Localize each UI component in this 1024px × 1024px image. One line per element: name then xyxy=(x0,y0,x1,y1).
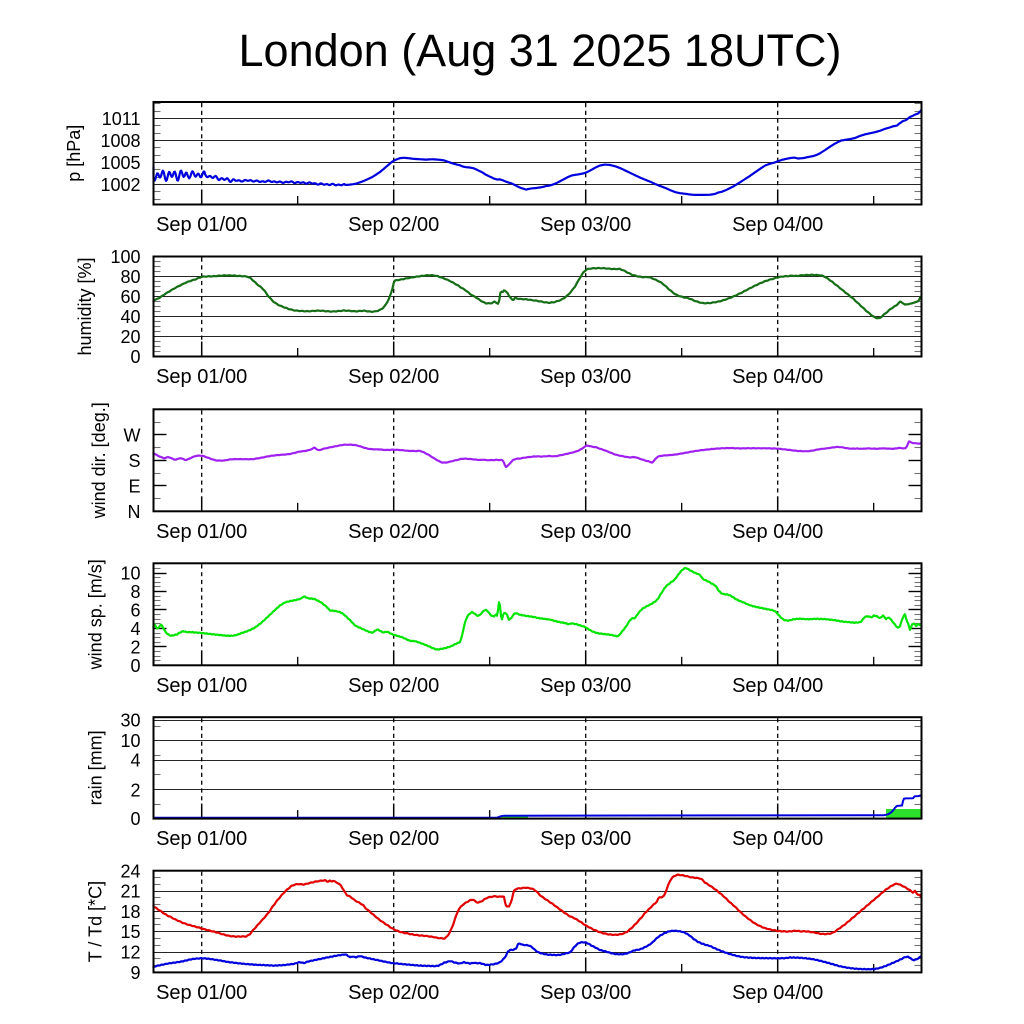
svg-text:W: W xyxy=(124,425,141,445)
svg-text:Sep 03/00: Sep 03/00 xyxy=(540,675,631,697)
svg-text:100: 100 xyxy=(110,247,140,267)
svg-text:1011: 1011 xyxy=(102,109,141,129)
svg-text:rain [mm]: rain [mm] xyxy=(86,730,106,805)
svg-text:1002: 1002 xyxy=(100,175,140,195)
svg-text:Sep 01/00: Sep 01/00 xyxy=(156,214,247,236)
svg-text:21: 21 xyxy=(120,882,140,902)
svg-text:Sep 01/00: Sep 01/00 xyxy=(156,982,247,1004)
svg-text:18: 18 xyxy=(120,902,140,922)
svg-text:Sep 01/00: Sep 01/00 xyxy=(156,521,247,543)
svg-text:T / Td [*C]: T / Td [*C] xyxy=(86,881,106,962)
svg-text:wind sp. [m/s]: wind sp. [m/s] xyxy=(86,559,106,670)
svg-text:humidity [%]: humidity [%] xyxy=(75,257,95,355)
svg-text:2: 2 xyxy=(130,637,140,657)
svg-text:10: 10 xyxy=(120,564,140,584)
svg-text:4: 4 xyxy=(130,751,140,771)
svg-text:6: 6 xyxy=(130,601,140,621)
svg-text:1008: 1008 xyxy=(100,131,140,151)
svg-text:Sep 03/00: Sep 03/00 xyxy=(540,982,631,1004)
svg-text:4: 4 xyxy=(130,619,140,639)
svg-text:0: 0 xyxy=(130,809,140,829)
svg-text:Sep 01/00: Sep 01/00 xyxy=(156,828,247,850)
svg-text:S: S xyxy=(128,451,140,471)
svg-text:Sep 01/00: Sep 01/00 xyxy=(156,675,247,697)
svg-text:1005: 1005 xyxy=(100,153,140,173)
svg-text:Sep 02/00: Sep 02/00 xyxy=(348,828,439,850)
svg-text:40: 40 xyxy=(120,307,140,327)
svg-text:Sep 04/00: Sep 04/00 xyxy=(732,675,823,697)
svg-text:60: 60 xyxy=(120,287,140,307)
svg-text:Sep 02/00: Sep 02/00 xyxy=(348,982,439,1004)
svg-text:Sep 04/00: Sep 04/00 xyxy=(732,521,823,543)
svg-text:E: E xyxy=(128,476,140,496)
svg-text:Sep 03/00: Sep 03/00 xyxy=(540,366,631,388)
svg-text:London (Aug 31 2025 18UTC): London (Aug 31 2025 18UTC) xyxy=(239,25,842,76)
svg-text:Sep 02/00: Sep 02/00 xyxy=(348,675,439,697)
svg-text:Sep 03/00: Sep 03/00 xyxy=(540,214,631,236)
svg-text:Sep 04/00: Sep 04/00 xyxy=(732,366,823,388)
svg-text:Sep 02/00: Sep 02/00 xyxy=(348,214,439,236)
svg-text:12: 12 xyxy=(120,943,140,963)
svg-text:80: 80 xyxy=(120,267,140,287)
svg-text:9: 9 xyxy=(130,963,140,983)
svg-text:8: 8 xyxy=(130,582,140,602)
svg-text:N: N xyxy=(128,502,141,522)
svg-text:15: 15 xyxy=(120,922,140,942)
svg-text:2: 2 xyxy=(130,780,140,800)
svg-text:30: 30 xyxy=(120,711,140,731)
svg-text:24: 24 xyxy=(120,862,140,882)
svg-text:Sep 02/00: Sep 02/00 xyxy=(348,366,439,388)
svg-text:Sep 01/00: Sep 01/00 xyxy=(156,366,247,388)
svg-text:p [hPa]: p [hPa] xyxy=(64,125,84,182)
svg-text:0: 0 xyxy=(130,656,140,676)
svg-text:Sep 04/00: Sep 04/00 xyxy=(732,214,823,236)
svg-text:0: 0 xyxy=(130,347,140,367)
svg-text:Sep 02/00: Sep 02/00 xyxy=(348,521,439,543)
svg-text:Sep 03/00: Sep 03/00 xyxy=(540,521,631,543)
svg-text:Sep 03/00: Sep 03/00 xyxy=(540,828,631,850)
svg-text:10: 10 xyxy=(120,731,140,751)
svg-text:wind dir. [deg.]: wind dir. [deg.] xyxy=(89,402,109,519)
svg-text:Sep 04/00: Sep 04/00 xyxy=(732,982,823,1004)
svg-text:20: 20 xyxy=(120,327,140,347)
svg-text:Sep 04/00: Sep 04/00 xyxy=(732,828,823,850)
